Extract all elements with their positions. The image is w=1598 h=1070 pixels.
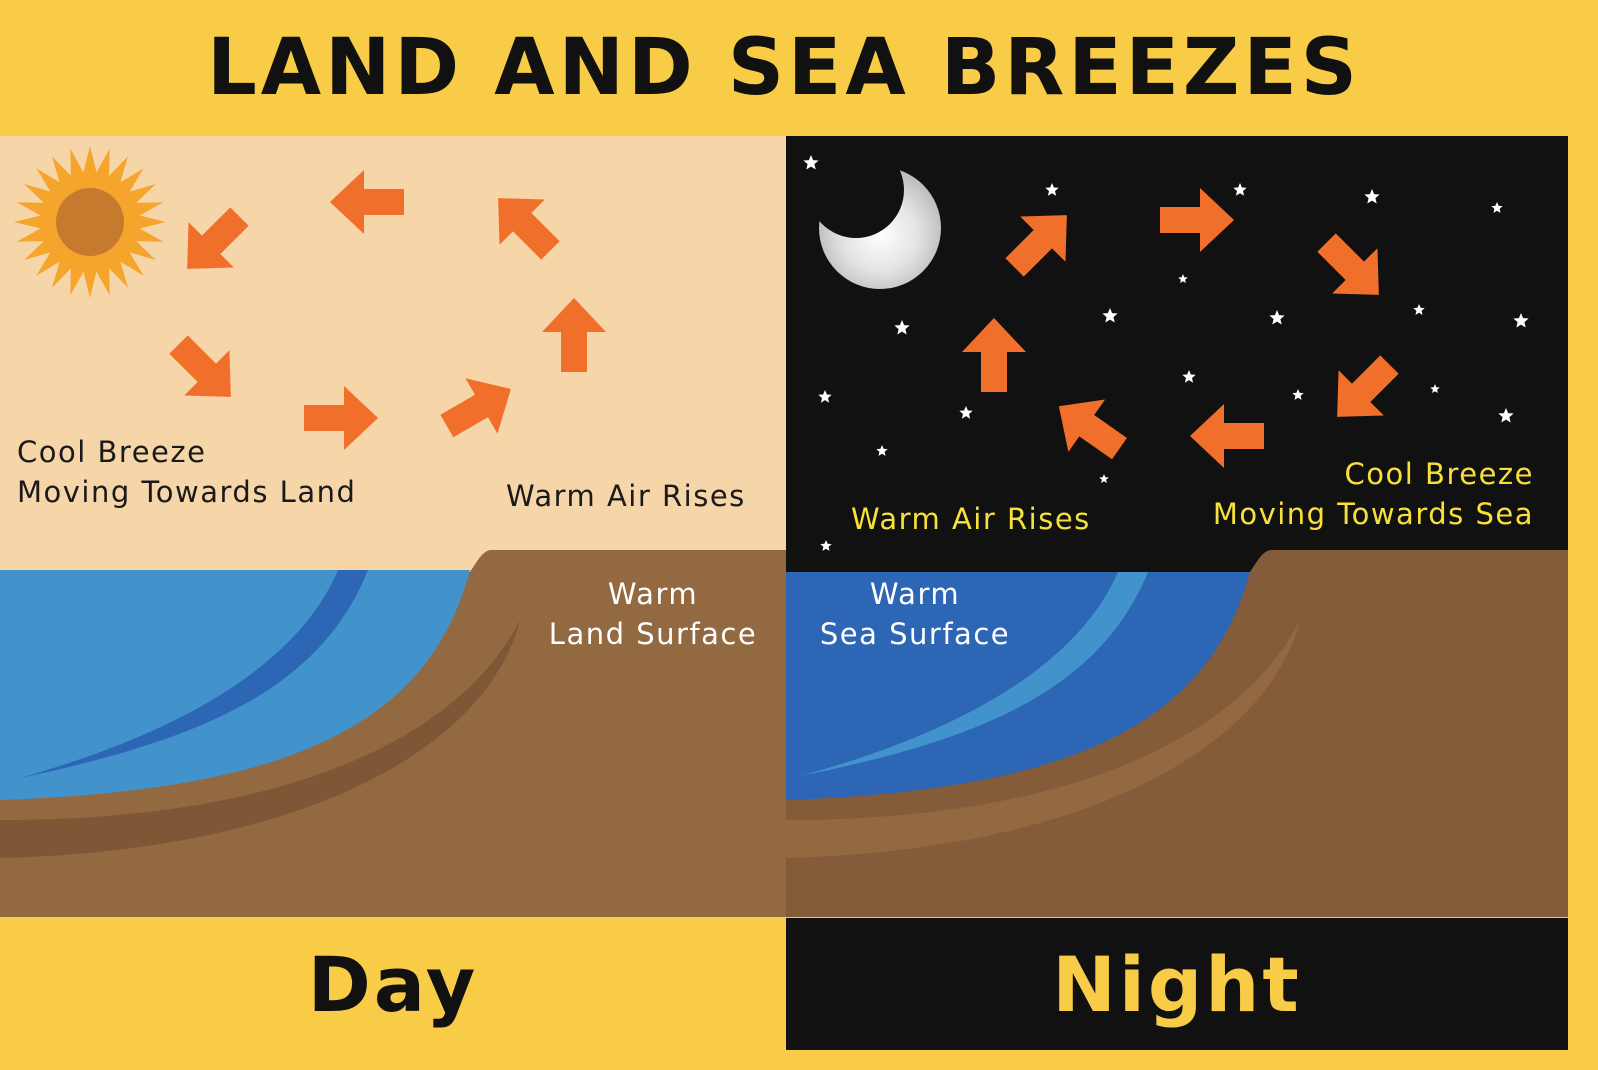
night-surface-line1: Warm	[869, 577, 961, 611]
star-icon	[1364, 189, 1380, 204]
night-warm-air-label: Warm Air Rises	[851, 502, 1091, 536]
star-icon	[894, 320, 910, 335]
star-icon	[1430, 384, 1440, 393]
day-surface-line2: Land Surface	[548, 617, 758, 651]
night-cool-breeze-line2: Moving Towards Sea	[1212, 497, 1534, 531]
sun-icon	[14, 146, 166, 298]
star-icon	[1498, 408, 1514, 423]
day-surface-label: Warm Land Surface	[540, 574, 766, 654]
day-sea	[0, 570, 470, 800]
page-title: LAND AND SEA BREEZES	[207, 23, 1361, 113]
day-cool-breeze-label: Cool Breeze Moving Towards Land	[17, 432, 356, 512]
day-cool-breeze-line1: Cool Breeze	[17, 435, 207, 469]
star-icon	[1099, 474, 1109, 483]
star-icon	[876, 445, 888, 456]
night-cool-breeze-line1: Cool Breeze	[1344, 457, 1534, 491]
star-icon	[959, 406, 973, 419]
arrow-icon	[1058, 399, 1127, 460]
arrow-icon	[440, 378, 511, 438]
night-surface-label: Warm Sea Surface	[812, 574, 1018, 654]
stars-group	[803, 155, 1529, 551]
day-footer: Day	[0, 918, 786, 1050]
arrow-icon	[187, 207, 249, 269]
star-icon	[1102, 308, 1118, 323]
star-icon	[1045, 183, 1059, 196]
arrow-icon	[962, 318, 1026, 392]
moon-icon	[819, 167, 941, 289]
star-icon	[1413, 304, 1425, 315]
day-surface-line1: Warm	[607, 577, 699, 611]
arrow-icon	[1005, 215, 1067, 277]
arrow-icon	[498, 198, 560, 260]
night-panel	[786, 136, 1568, 917]
arrow-icon	[304, 386, 378, 450]
arrow-icon	[330, 170, 404, 234]
star-icon	[818, 390, 832, 403]
breeze-arrows	[169, 170, 1399, 468]
infographic: LAND AND SEA BREEZES	[0, 23, 1568, 1050]
star-icon	[803, 155, 819, 170]
star-icon	[820, 540, 832, 551]
arrow-icon	[1190, 404, 1264, 468]
arrow-icon	[1317, 233, 1379, 295]
arrow-icon	[542, 298, 606, 372]
arrow-icon	[169, 335, 231, 397]
star-icon	[1491, 202, 1503, 213]
star-icon	[1233, 183, 1247, 196]
arrow-icon	[1160, 188, 1234, 252]
arrow-icon	[1337, 355, 1399, 417]
night-footer: Night	[786, 918, 1568, 1050]
day-warm-air-label: Warm Air Rises	[506, 479, 746, 513]
night-surface-line2: Sea Surface	[819, 617, 1011, 651]
star-icon	[1513, 313, 1529, 328]
star-icon	[1269, 310, 1285, 325]
scene-illustration	[0, 136, 1568, 917]
star-icon	[1178, 274, 1188, 283]
star-icon	[1182, 370, 1196, 383]
day-cool-breeze-line2: Moving Towards Land	[17, 475, 357, 509]
day-panel	[0, 136, 786, 917]
star-icon	[1292, 389, 1304, 400]
night-cool-breeze-label: Cool Breeze Moving Towards Sea	[1186, 454, 1534, 534]
